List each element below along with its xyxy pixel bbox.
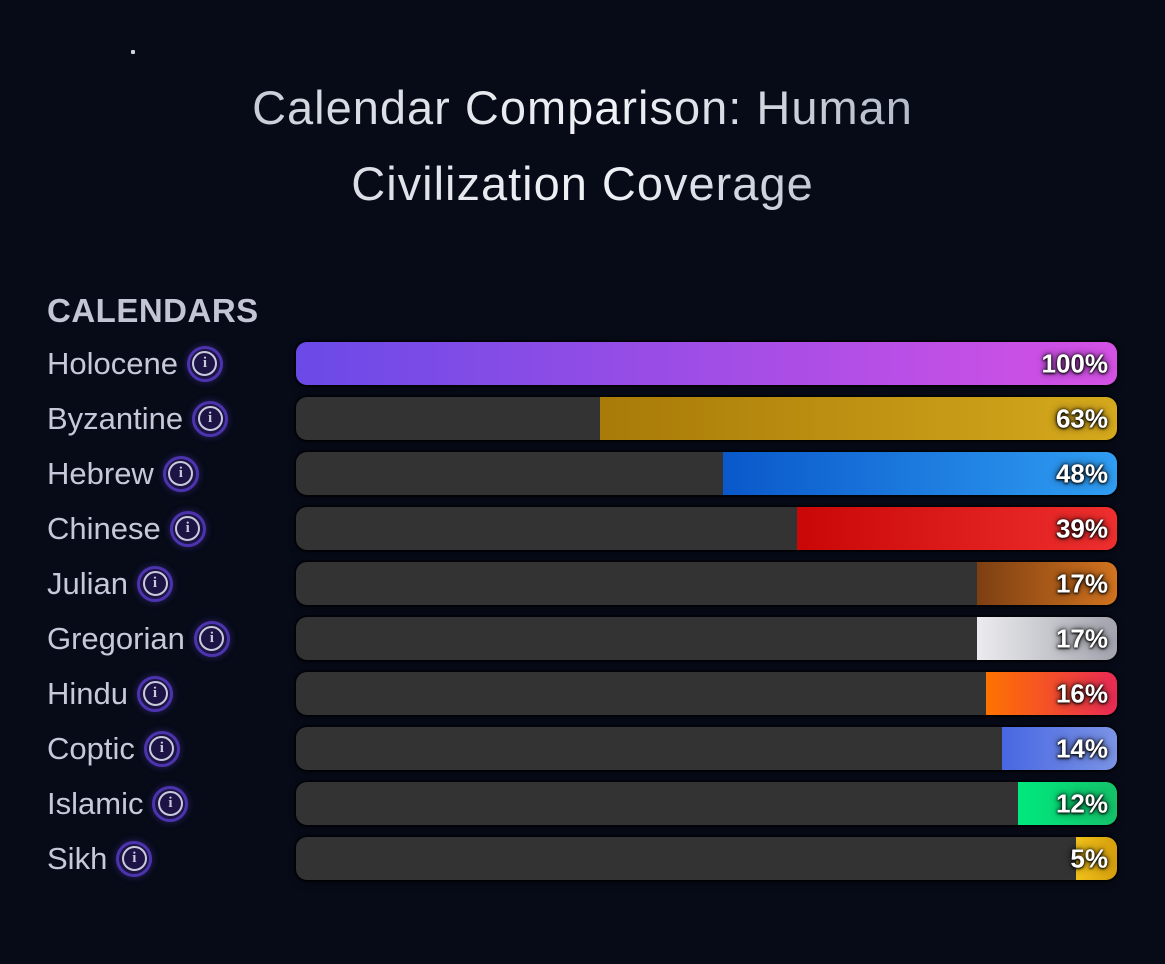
bar-fill <box>977 562 1117 605</box>
calendar-label: Hebrew <box>47 455 154 491</box>
info-icon-glyph: i <box>121 846 147 871</box>
info-icon-glyph: i <box>197 406 223 431</box>
bar-value-label: 39% <box>1055 513 1108 543</box>
calendar-label: Byzantine <box>47 400 184 436</box>
bar-fill <box>1018 782 1117 825</box>
calendar-label-cell: Hindu i <box>47 675 296 712</box>
info-icon-glyph: i <box>168 461 194 486</box>
calendar-row: Hindu i 16% <box>47 666 1117 721</box>
bar-value-label: 12% <box>1055 788 1108 818</box>
bar-fill <box>599 397 1117 440</box>
info-icon-glyph: i <box>157 791 183 816</box>
calendar-label-cell: Hebrew i <box>47 455 296 492</box>
calendar-label-cell: Coptic i <box>47 730 296 767</box>
calendar-label-cell: Julian i <box>47 565 296 602</box>
calendar-label-cell: Byzantine i <box>47 400 296 437</box>
bar-value-label: 16% <box>1055 678 1108 708</box>
bar-chart: Holocene i 100% Byzantine i 63% Hebrew i <box>47 336 1117 886</box>
info-icon[interactable]: i <box>137 675 173 712</box>
bar-fill <box>722 452 1117 495</box>
bar-value-label: 17% <box>1055 623 1108 653</box>
page-title-line2: Civilization Coverage <box>351 157 814 210</box>
calendar-label-cell: Gregorian i <box>47 620 296 657</box>
page-title: Calendar Comparison: Human Civilization C… <box>0 0 1165 222</box>
bar-value-label: 100% <box>1041 348 1109 378</box>
calendar-label-cell: Sikh i <box>47 840 296 877</box>
bar-value-label: 48% <box>1055 458 1108 488</box>
bar-track[interactable]: 12% <box>296 782 1117 825</box>
info-icon-glyph: i <box>149 736 175 761</box>
calendar-row: Hebrew i 48% <box>47 446 1117 501</box>
info-icon[interactable]: i <box>152 785 189 822</box>
calendar-row: Julian i 17% <box>47 556 1117 611</box>
info-icon[interactable]: i <box>192 400 229 437</box>
bar-fill <box>296 342 1117 385</box>
info-icon-glyph: i <box>142 571 168 596</box>
bar-value-label: 63% <box>1055 403 1108 433</box>
info-icon-glyph: i <box>199 626 225 651</box>
calendar-label: Sikh <box>47 840 108 876</box>
calendar-row: Holocene i 100% <box>47 336 1117 391</box>
bar-track[interactable]: 14% <box>296 727 1117 770</box>
info-icon[interactable]: i <box>162 455 199 492</box>
calendar-label: Islamic <box>47 785 144 821</box>
info-icon-glyph: i <box>142 681 168 706</box>
calendar-label-cell: Holocene i <box>47 345 296 382</box>
calendar-label: Hindu <box>47 675 128 711</box>
bar-track[interactable]: 16% <box>296 672 1117 715</box>
bar-track[interactable]: 63% <box>296 397 1117 440</box>
calendar-label-cell: Chinese i <box>47 510 296 547</box>
calendar-row: Sikh i 5% <box>47 831 1117 886</box>
calendar-row: Chinese i 39% <box>47 501 1117 556</box>
bar-track[interactable]: 17% <box>296 617 1117 660</box>
info-icon-glyph: i <box>192 351 218 376</box>
bar-value-label: 17% <box>1055 568 1108 598</box>
calendar-label: Julian <box>47 565 128 601</box>
info-icon[interactable]: i <box>143 730 180 767</box>
calendar-label: Coptic <box>47 730 135 766</box>
bar-track[interactable]: 5% <box>296 837 1117 880</box>
bar-track[interactable]: 48% <box>296 452 1117 495</box>
calendars-section-header: CALENDARS <box>47 292 259 329</box>
bar-track[interactable]: 17% <box>296 562 1117 605</box>
bar-fill <box>1075 837 1117 880</box>
info-icon[interactable]: i <box>193 620 230 657</box>
bar-fill <box>985 672 1117 715</box>
bar-fill <box>977 617 1117 660</box>
calendar-label: Gregorian <box>47 620 185 656</box>
bar-value-label: 5% <box>1070 843 1108 873</box>
info-icon[interactable]: i <box>137 565 173 602</box>
calendar-label-cell: Islamic i <box>47 785 296 822</box>
bar-fill <box>1002 727 1117 770</box>
calendar-row: Gregorian i 17% <box>47 611 1117 666</box>
calendar-row: Byzantine i 63% <box>47 391 1117 446</box>
page-title-line1: Calendar Comparison: Human <box>252 81 913 134</box>
bar-value-label: 14% <box>1055 733 1108 763</box>
calendar-label: Chinese <box>47 510 161 546</box>
info-icon[interactable]: i <box>116 840 153 877</box>
bar-track[interactable]: 100% <box>296 342 1117 385</box>
info-icon[interactable]: i <box>169 510 206 547</box>
stray-cursor-dot <box>131 50 135 54</box>
calendar-label: Holocene <box>47 345 178 381</box>
calendar-row: Coptic i 14% <box>47 721 1117 776</box>
bar-track[interactable]: 39% <box>296 507 1117 550</box>
calendar-row: Islamic i 12% <box>47 776 1117 831</box>
info-icon[interactable]: i <box>186 345 223 382</box>
info-icon-glyph: i <box>175 516 201 541</box>
bar-fill <box>796 507 1117 550</box>
